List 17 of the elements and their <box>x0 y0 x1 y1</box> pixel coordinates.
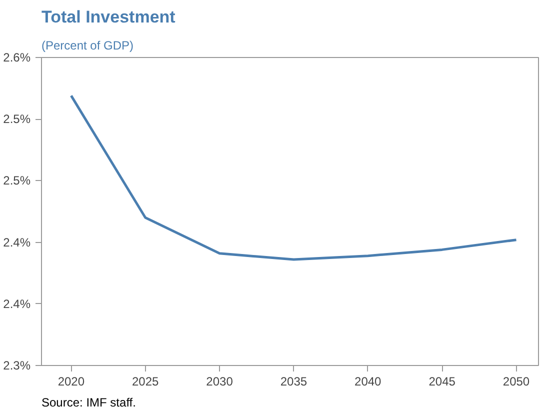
y-tick-label: 2.4% <box>3 235 31 250</box>
y-tick-label: 2.5% <box>3 112 31 126</box>
y-tick-label: 2.6% <box>3 50 31 64</box>
chart-subtitle: (Percent of GDP) <box>42 38 134 52</box>
x-tick-label: 2040 <box>354 374 382 388</box>
y-tick-label: 2.5% <box>3 174 31 188</box>
x-tick-label: 2025 <box>132 374 160 388</box>
x-tick-label: 2035 <box>280 374 308 388</box>
source-note: Source: IMF staff. <box>42 396 136 410</box>
x-tick-label: 2020 <box>58 374 85 388</box>
y-tick-label: 2.4% <box>3 296 31 311</box>
x-tick-label: 2050 <box>502 374 530 388</box>
x-tick-label: 2030 <box>206 374 234 388</box>
line-series <box>70 94 518 261</box>
chart-title: Total Investment <box>42 8 176 26</box>
y-tick-label: 2.3% <box>3 358 31 372</box>
x-tick-label: 2045 <box>428 374 456 388</box>
